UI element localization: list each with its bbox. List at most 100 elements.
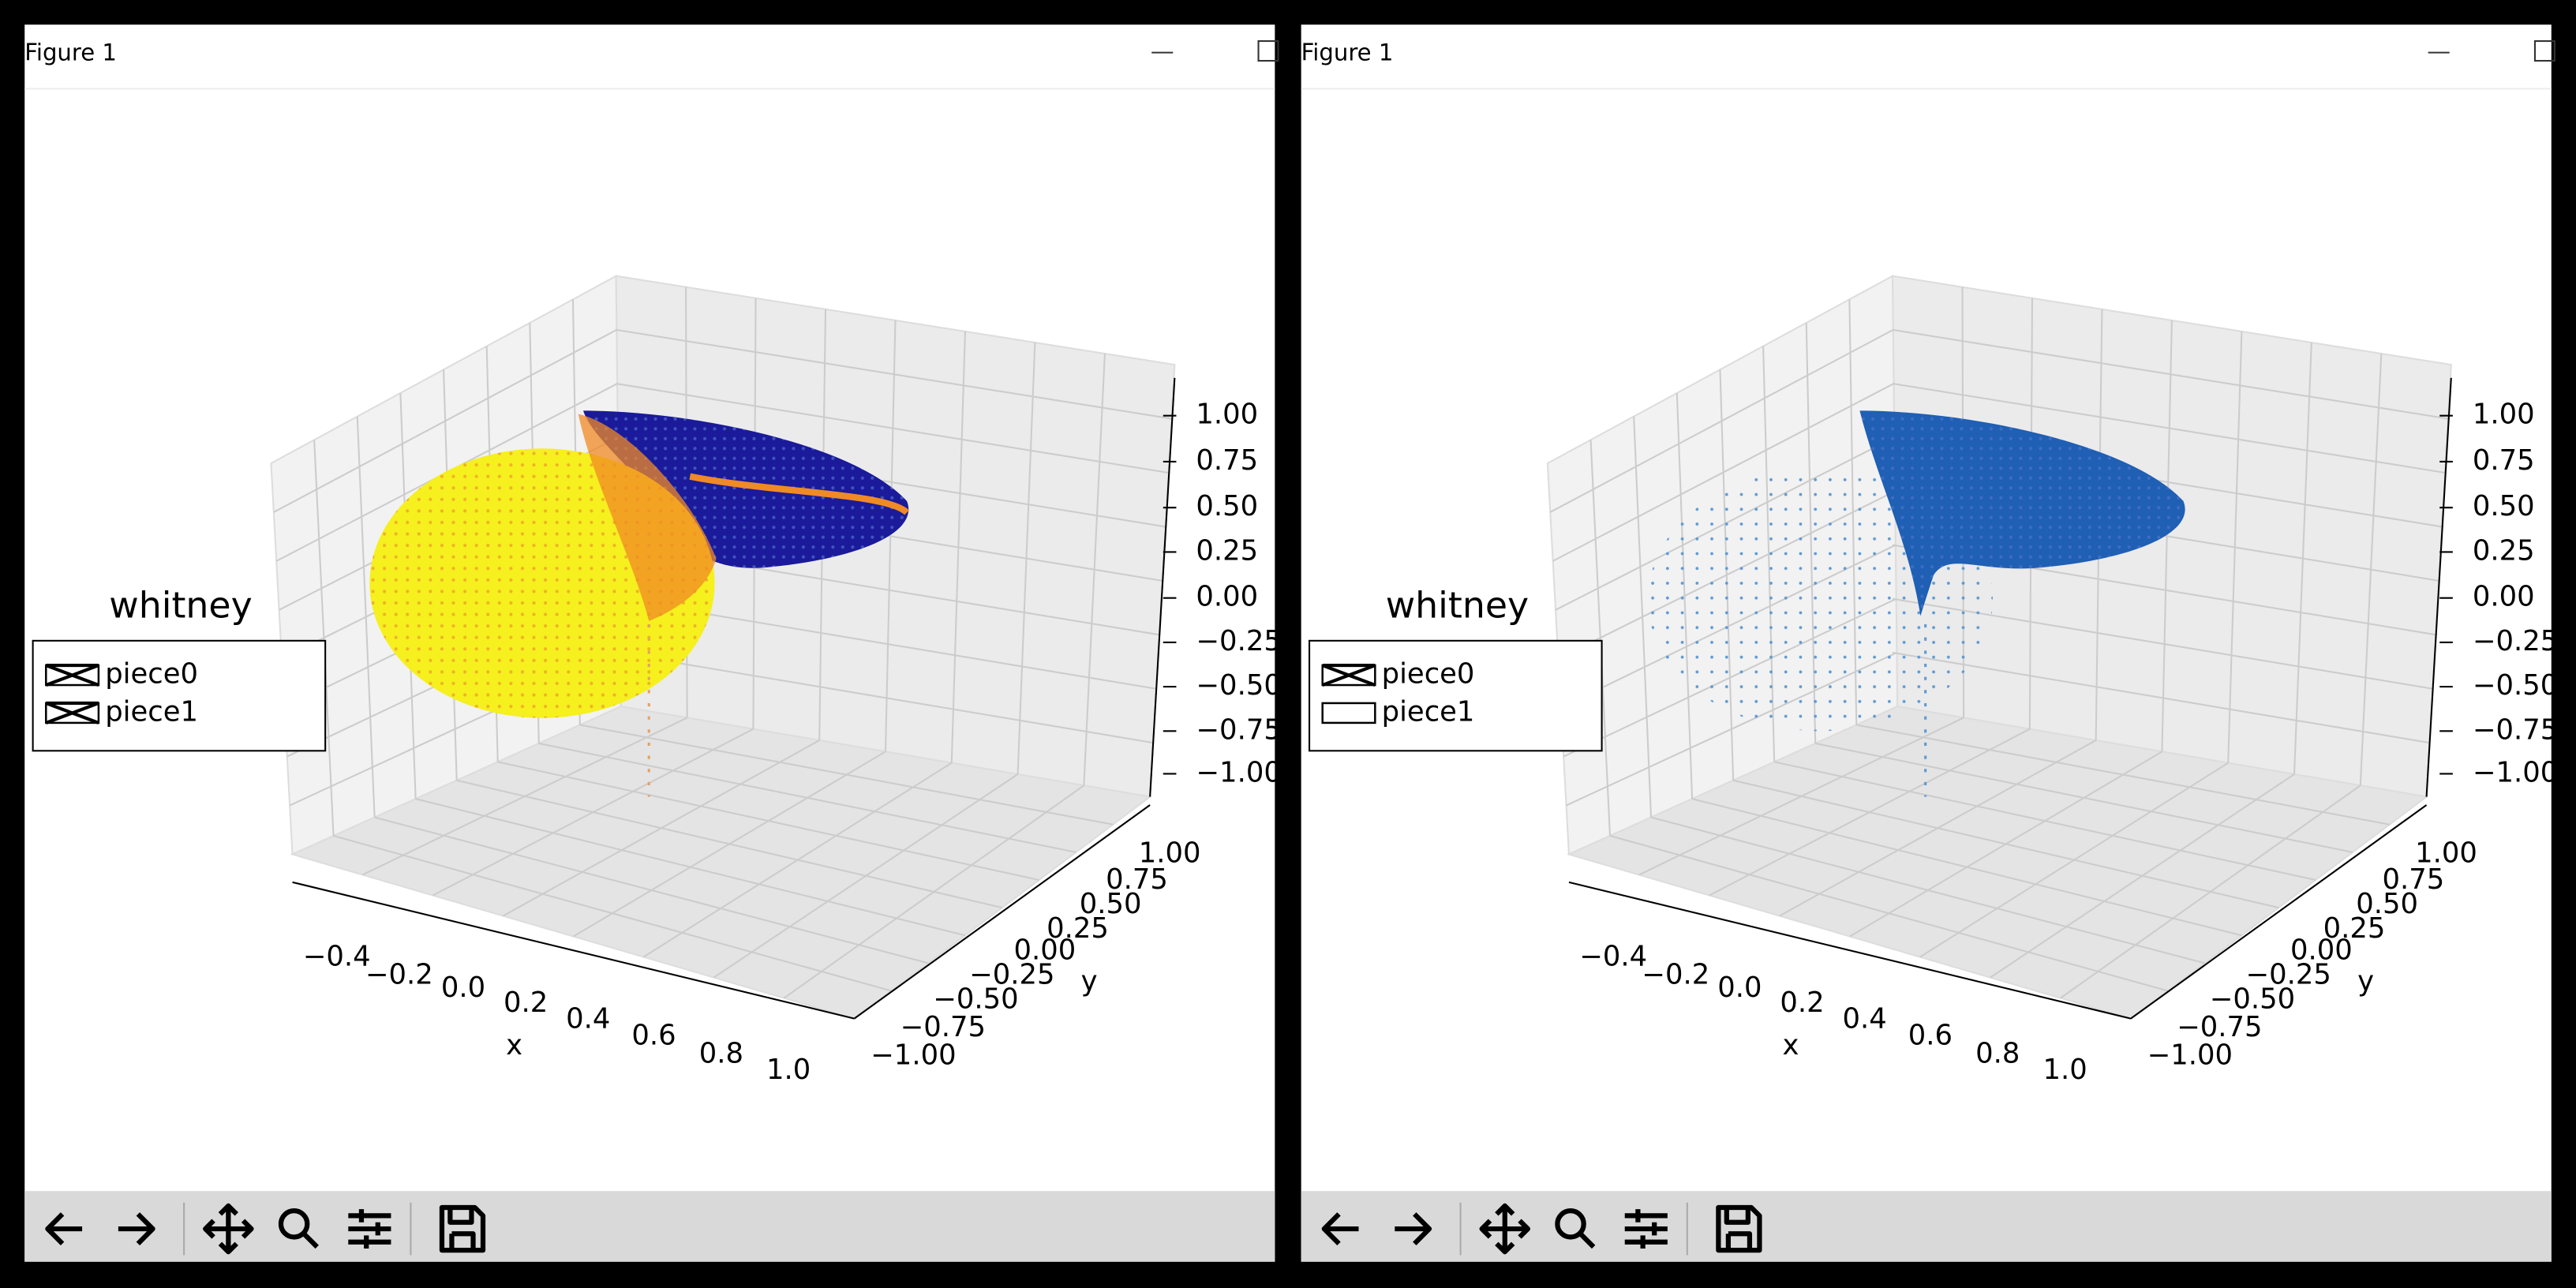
legend-handle-cross <box>45 701 99 724</box>
pane-grid <box>538 742 1076 853</box>
y-tick-label: −0.50 <box>933 983 1018 1016</box>
y-tick-label: 0.00 <box>1014 934 1076 966</box>
y-tick-label: 0.50 <box>1080 888 1142 920</box>
pane-grid <box>783 784 1084 999</box>
z-tick-label: 0.75 <box>1196 444 1258 477</box>
x-tick-label: 0.2 <box>1780 987 1824 1019</box>
x-tick-label: 1.0 <box>2042 1054 2087 1086</box>
legend-handle[interactable] <box>1321 702 1376 724</box>
legend-handle-cross <box>45 663 99 687</box>
z-tick-label: 1.00 <box>1196 399 1258 431</box>
y-tick-label: −0.25 <box>969 958 1054 990</box>
window-title: Figure 1 <box>1301 39 1394 66</box>
legend-box <box>32 639 327 752</box>
x-tick-label: −0.2 <box>1642 958 1709 990</box>
y-tick-label: 1.00 <box>2415 837 2477 869</box>
legend-label: piece0 <box>1382 658 1475 691</box>
x-tick-label: −0.2 <box>365 958 433 990</box>
pane-grid <box>1814 742 2353 853</box>
x-axis-label: x <box>506 1029 522 1061</box>
y-tick-label: −0.25 <box>2246 958 2331 990</box>
legend-handle-cross <box>1321 663 1376 687</box>
z-tick-label: 0.25 <box>2473 534 2535 567</box>
pane-grid <box>713 773 1019 979</box>
x-tick-label: 0.6 <box>1908 1020 1953 1052</box>
save-button[interactable] <box>439 1204 486 1253</box>
figure-window: Figure 11.000.750.500.250.00−0.25−0.50−0… <box>1301 24 2558 1262</box>
x-tick-label: 0.0 <box>1717 972 1762 1004</box>
pane-grid <box>950 331 966 763</box>
y-tick-label: −0.75 <box>900 1011 986 1043</box>
z-tick-label: −1.00 <box>2473 756 2558 788</box>
window-title: Figure 1 <box>24 39 117 66</box>
zoom-button[interactable] <box>278 1208 319 1249</box>
maximize-button[interactable] <box>2533 40 2555 62</box>
pan-button[interactable] <box>203 1203 254 1255</box>
pane-grid <box>579 724 1114 826</box>
configure-button[interactable] <box>1624 1209 1668 1249</box>
pane-grid <box>2227 331 2243 763</box>
cloud-navy-dots <box>582 410 909 568</box>
cloud-orange <box>578 414 717 621</box>
z-axis-line <box>2425 377 2452 797</box>
z-tick-label: 0.25 <box>1196 534 1258 567</box>
legend-title: whitney <box>1386 584 1529 627</box>
z-tick-label: 0.00 <box>2473 581 2535 613</box>
x-tick-label: 0.2 <box>504 987 548 1019</box>
z-tick-label: 0.50 <box>1196 490 1258 522</box>
y-tick-label: −1.00 <box>2147 1039 2233 1071</box>
save-button[interactable] <box>1716 1204 1762 1253</box>
x-tick-label: 0.8 <box>1975 1037 2020 1069</box>
pane-grid <box>1773 761 2316 881</box>
zoom-button[interactable] <box>1555 1208 1596 1249</box>
legend-title: whitney <box>109 584 252 627</box>
back-button[interactable] <box>45 1212 83 1246</box>
z-tick-label: 0.00 <box>1196 581 1258 613</box>
y-tick-label: 0.50 <box>2356 888 2418 920</box>
y-tick-label: −0.75 <box>2177 1011 2262 1043</box>
maximize-button[interactable] <box>1257 40 1279 62</box>
y-tick-label: 0.75 <box>1106 863 1168 896</box>
z-tick-label: −1.00 <box>1196 756 1281 788</box>
pan-button[interactable] <box>1479 1203 1531 1255</box>
pane-grid <box>497 761 1039 881</box>
legend-label: piece1 <box>1382 695 1475 728</box>
legend-label: piece1 <box>105 695 198 728</box>
figure-window: Figure 11.000.750.500.250.00−0.25−0.50−0… <box>24 24 1282 1262</box>
pane-grid <box>1990 773 2295 979</box>
z-tick-label: −0.75 <box>1196 713 1281 746</box>
pane-grid <box>456 779 1003 909</box>
pane-grid <box>1856 724 2390 826</box>
y-tick-label: −0.50 <box>2210 983 2295 1016</box>
z-tick-label: 0.50 <box>2473 490 2535 522</box>
x-tick-label: 0.6 <box>631 1020 676 1052</box>
x-axis-label: x <box>1783 1029 1799 1061</box>
z-tick-label: −0.25 <box>1196 625 1281 657</box>
legend-box <box>1309 639 1603 752</box>
pane-grid <box>616 651 1154 744</box>
configure-button[interactable] <box>348 1209 391 1249</box>
x-tick-label: 1.0 <box>766 1054 811 1086</box>
x-tick-label: 0.8 <box>699 1037 743 1069</box>
pane-grid <box>2060 784 2361 999</box>
x-tick-label: −0.4 <box>303 941 371 973</box>
legend-label: piece0 <box>105 658 198 691</box>
y-tick-label: 0.25 <box>2323 912 2386 945</box>
x-axis-line <box>292 881 855 1020</box>
z-tick-label: −0.75 <box>2473 713 2558 746</box>
y-axis-label: y <box>2357 965 2374 998</box>
x-tick-label: 0.4 <box>1843 1003 1887 1035</box>
y-tick-label: 0.25 <box>1046 912 1109 945</box>
back-button[interactable] <box>1321 1212 1359 1246</box>
pane-grid <box>1919 762 2229 958</box>
forward-button[interactable] <box>118 1212 155 1246</box>
pane-grid <box>2359 354 2383 786</box>
pane-grid <box>1892 651 2430 744</box>
z-tick-label: 1.00 <box>2473 399 2535 431</box>
y-tick-label: 1.00 <box>1139 837 1201 869</box>
pane-grid <box>1732 779 2279 909</box>
y-axis-label: y <box>1081 965 1098 998</box>
forward-button[interactable] <box>1395 1212 1432 1246</box>
